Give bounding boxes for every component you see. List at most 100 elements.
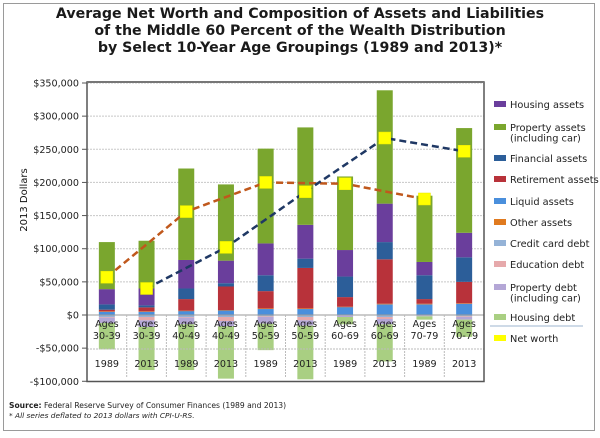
y-tick-label: $200,000 <box>33 178 79 189</box>
bar-segment-housing-assets <box>456 232 473 258</box>
legend-label: Housing debt <box>510 313 575 324</box>
bar-segment-education-debt <box>178 316 195 318</box>
bar-segment-education-debt <box>456 316 473 317</box>
category-year-label: 1989 <box>174 359 198 370</box>
legend-swatch <box>494 284 506 290</box>
bar-segment-housing-debt <box>416 316 433 320</box>
category-age-label: Ages <box>174 319 198 330</box>
category-age-label: Ages <box>413 319 437 330</box>
category-year-label: 2013 <box>134 359 158 370</box>
category-year-label: 1989 <box>412 359 436 370</box>
bar-segment-housing-debt <box>376 324 393 362</box>
bar-segment-housing-debt <box>456 319 473 337</box>
legend-label: Net worth <box>510 334 558 345</box>
bar-segment-liquid-assets <box>376 304 393 315</box>
bar-segment-credit-card-debt <box>297 315 314 317</box>
category-year-label: 1989 <box>95 359 119 370</box>
legend-swatch <box>494 101 506 107</box>
net-worth-line-2013 <box>145 136 465 290</box>
legend-label: (including car) <box>510 294 581 305</box>
net-worth-markers <box>100 131 471 295</box>
net-worth-marker <box>299 185 312 198</box>
y-tick-label: $0 <box>67 311 79 322</box>
net-worth-marker <box>259 176 272 189</box>
title-line-3: by Select 10-Year Age Groupings (1989 an… <box>97 40 503 56</box>
title-line-2: of the Middle 60 Percent of the Wealth D… <box>94 23 506 39</box>
category-age-range: 70-79 <box>450 331 478 342</box>
legend-swatch <box>494 124 506 130</box>
bar-stack <box>297 127 314 380</box>
bar-stack <box>337 176 354 325</box>
chart-title: Average Net Worth and Composition of Ass… <box>0 6 600 57</box>
bar-segment-housing-assets <box>178 259 195 289</box>
y-tick-label: $50,000 <box>39 277 79 288</box>
net-worth-marker <box>378 131 391 145</box>
bar-segment-retirement-assets <box>376 259 393 304</box>
bar-segment-other-assets <box>337 306 354 308</box>
bar-segment-property-debt-including-car <box>138 320 155 327</box>
legend-item: Housing debt <box>494 313 575 324</box>
bar-segment-financial-assets <box>178 288 195 300</box>
bar-segment-housing-assets <box>257 243 274 276</box>
bar-segment-retirement-assets <box>416 299 433 304</box>
y-tick-label: -$100,000 <box>30 377 79 388</box>
bar-segment-liquid-assets <box>217 310 234 315</box>
bar-segment-education-debt <box>297 316 314 321</box>
category-year-label: 1989 <box>333 359 357 370</box>
bar-segment-retirement-assets <box>257 291 274 309</box>
bar-segment-property-assets-including-car <box>297 127 314 225</box>
bar-segment-property-assets-including-car <box>376 90 393 204</box>
bar-segment-housing-debt <box>98 322 115 350</box>
bar-segment-housing-debt <box>217 326 234 379</box>
bar-segment-credit-card-debt <box>376 315 393 317</box>
source-text: Federal Reserve Survey of Consumer Finan… <box>41 401 287 410</box>
y-axis-ticks: -$100,000 -$50,000 $0 $50,000 $100,000 $150,0… <box>30 79 87 388</box>
bar-segment-property-assets-including-car <box>257 148 274 244</box>
bar-segment-housing-debt <box>138 326 155 371</box>
source-note: Source: Federal Reserve Survey of Consum… <box>9 401 286 411</box>
category-age-label: Ages <box>452 319 476 330</box>
bar-segment-property-debt-including-car <box>98 317 115 323</box>
net-worth-marker <box>100 270 114 284</box>
legend-item: Net worth <box>494 334 558 345</box>
bar-segment-retirement-assets <box>98 309 115 312</box>
category-year-label: 2013 <box>214 359 238 370</box>
bar-segment-property-debt-including-car <box>416 315 433 317</box>
bar-segment-property-debt-including-car <box>337 315 354 317</box>
legend-label: Education debt <box>510 260 584 271</box>
bar-segment-education-debt <box>98 316 115 318</box>
bar-segment-retirement-assets <box>138 307 155 312</box>
bar-segment-liquid-assets <box>297 309 314 315</box>
bar-segment-housing-assets <box>337 250 354 277</box>
bar-segment-financial-assets <box>456 257 473 282</box>
category-age-label: Ages <box>214 319 238 330</box>
legend-item: Credit card debt <box>494 239 590 250</box>
bar-segment-financial-assets <box>297 258 314 268</box>
bar-segment-liquid-assets <box>257 309 274 315</box>
bar-segment-housing-debt <box>178 324 195 371</box>
bar-segment-retirement-assets <box>337 297 354 307</box>
category-age-range: 60-69 <box>371 331 399 342</box>
bar-segment-credit-card-debt <box>138 315 155 317</box>
category-age-range: 30-39 <box>93 331 121 342</box>
bar-segment-education-debt <box>376 316 393 319</box>
legend-swatch <box>494 261 506 267</box>
bar-segment-financial-assets <box>376 242 393 260</box>
bar-segment-property-debt-including-car <box>217 320 234 327</box>
bar-segment-other-assets <box>257 308 274 310</box>
bar-segment-property-assets-including-car <box>337 176 354 251</box>
category-age-range: 50-59 <box>252 331 280 342</box>
legend-swatch <box>494 219 506 225</box>
net-worth-marker <box>140 282 153 295</box>
bar-segment-other-assets <box>138 311 155 312</box>
legend-label: Property debt <box>510 283 577 294</box>
bar-segment-education-debt <box>138 316 155 321</box>
bar-stack <box>138 240 155 371</box>
y-axis-label: 2013 Dollars <box>19 168 30 231</box>
category-year-label: 1989 <box>253 359 277 370</box>
bar-segment-liquid-assets <box>98 311 115 315</box>
legend-label: Other assets <box>510 218 572 229</box>
bar-segment-property-debt-including-car <box>257 316 274 324</box>
category-age-label: Ages <box>294 319 318 330</box>
